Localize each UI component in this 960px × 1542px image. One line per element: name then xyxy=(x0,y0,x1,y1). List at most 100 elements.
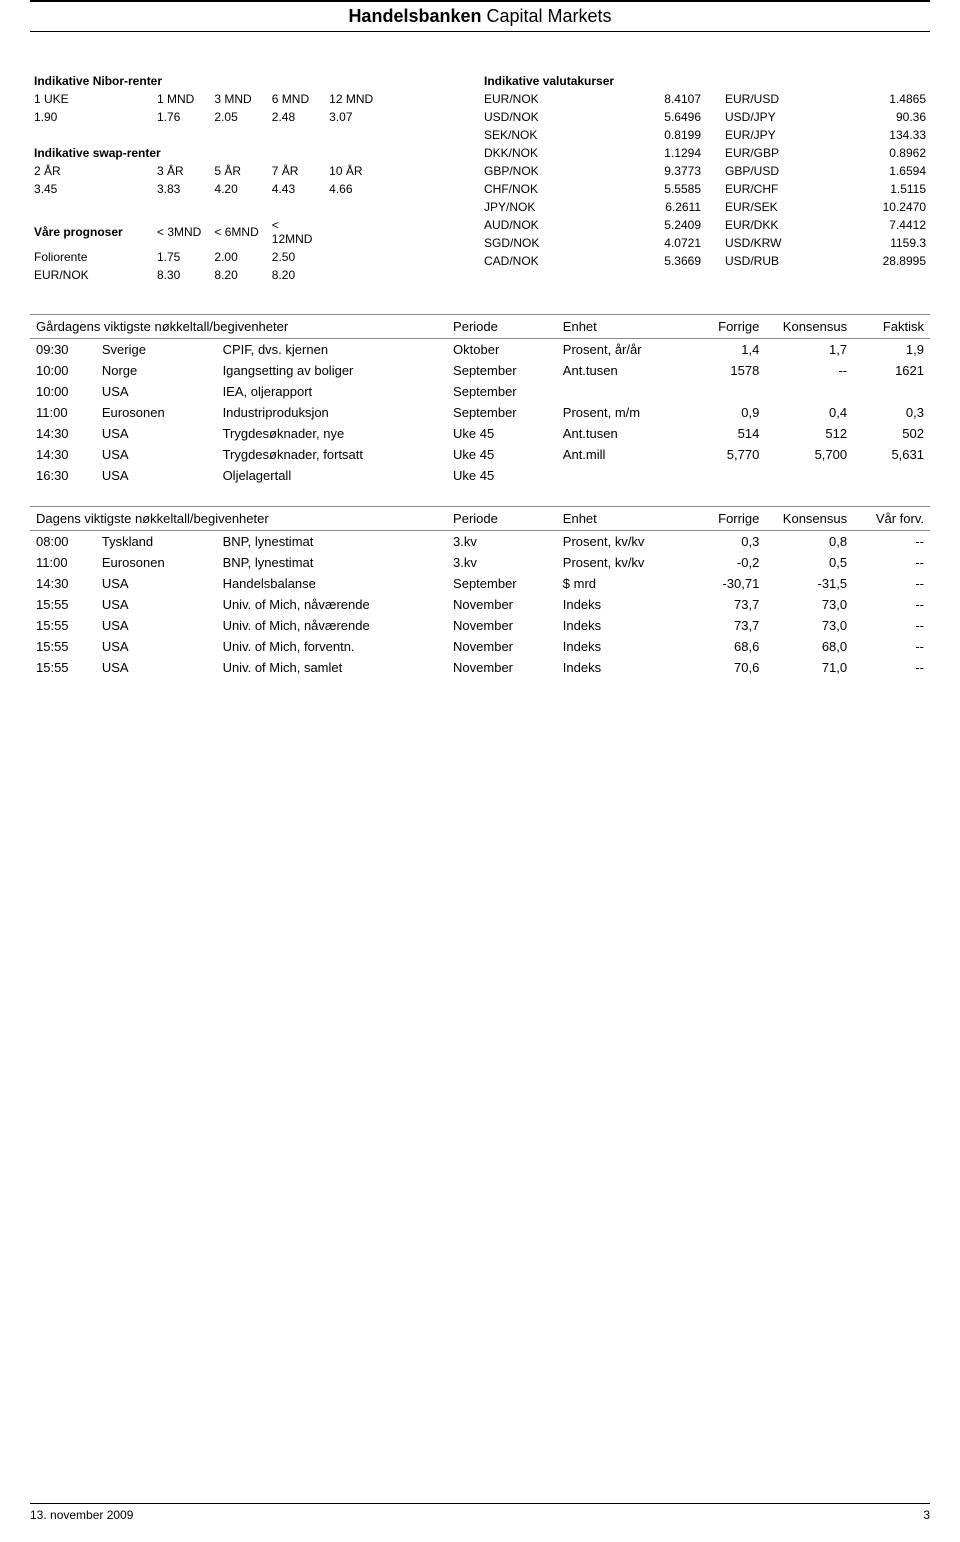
event-cons: 68,0 xyxy=(765,636,853,657)
swap-value-row: 3.45 3.83 4.20 4.43 4.66 xyxy=(30,180,440,198)
event-desc: Trygdesøknader, nye xyxy=(217,423,447,444)
nibor-col: 12 MND xyxy=(325,90,382,108)
nibor-col: 3 MND xyxy=(210,90,267,108)
event-country: USA xyxy=(96,657,217,678)
event-desc: Univ. of Mich, samlet xyxy=(217,657,447,678)
event-period: Uke 45 xyxy=(447,423,557,444)
event-prev: 1578 xyxy=(689,360,766,381)
fx-row: DKK/NOK1.1294EUR/GBP0.8962 xyxy=(480,144,930,162)
event-actual: 0,3 xyxy=(853,402,930,423)
col-enhet: Enhet xyxy=(557,507,689,531)
event-period: November xyxy=(447,615,557,636)
page-footer: 13. november 2009 3 xyxy=(30,1503,930,1522)
event-prev xyxy=(689,381,766,402)
fx-pair: GBP/NOK xyxy=(480,162,593,180)
prognoser-label: EUR/NOK xyxy=(30,266,153,284)
nibor-title: Indikative Nibor-renter xyxy=(30,72,440,90)
event-time: 14:30 xyxy=(30,423,96,444)
event-time: 14:30 xyxy=(30,573,96,594)
swap-col: 2 ÅR xyxy=(30,162,153,180)
event-time: 10:00 xyxy=(30,381,96,402)
nibor-val: 1.90 xyxy=(30,108,153,126)
col-forrige: Forrige xyxy=(689,315,766,339)
prognoser-val: 8.20 xyxy=(268,266,325,284)
event-unit: Prosent, kv/kv xyxy=(557,552,689,573)
event-time: 11:00 xyxy=(30,402,96,423)
event-row: 08:00TysklandBNP, lynestimat3.kvProsent,… xyxy=(30,531,930,553)
nibor-header-row: 1 UKE 1 MND 3 MND 6 MND 12 MND xyxy=(30,90,440,108)
event-desc: Univ. of Mich, forventn. xyxy=(217,636,447,657)
swap-val: 4.66 xyxy=(325,180,382,198)
yesterday-title: Gårdagens viktigste nøkkeltall/begivenhe… xyxy=(30,315,447,339)
event-desc: BNP, lynestimat xyxy=(217,552,447,573)
prognoser-col: < 12MND xyxy=(268,216,325,248)
event-actual: -- xyxy=(853,636,930,657)
event-prev: 1,4 xyxy=(689,339,766,361)
yesterday-header: Gårdagens viktigste nøkkeltall/begivenhe… xyxy=(30,315,930,339)
prognoser-row: Foliorente 1.75 2.00 2.50 xyxy=(30,248,440,266)
event-period: November xyxy=(447,594,557,615)
rates-section: Indikative Nibor-renter 1 UKE 1 MND 3 MN… xyxy=(30,72,930,284)
event-time: 15:55 xyxy=(30,615,96,636)
event-prev: 73,7 xyxy=(689,615,766,636)
event-unit: Ant.mill xyxy=(557,444,689,465)
event-period: September xyxy=(447,360,557,381)
event-actual: -- xyxy=(853,573,930,594)
fx-row: SGD/NOK4.0721USD/KRW1159.3 xyxy=(480,234,930,252)
fx-rate: 90.36 xyxy=(818,108,931,126)
nibor-val: 1.76 xyxy=(153,108,210,126)
event-row: 14:30USATrygdesøknader, fortsattUke 45An… xyxy=(30,444,930,465)
event-time: 10:00 xyxy=(30,360,96,381)
fx-row: USD/NOK5.6496USD/JPY90.36 xyxy=(480,108,930,126)
event-desc: Univ. of Mich, nåværende xyxy=(217,594,447,615)
event-desc: BNP, lynestimat xyxy=(217,531,447,553)
fx-pair: EUR/JPY xyxy=(705,126,818,144)
event-cons: 71,0 xyxy=(765,657,853,678)
fx-rate: 1.4865 xyxy=(818,90,931,108)
event-country: Tyskland xyxy=(96,531,217,553)
nibor-col: 6 MND xyxy=(268,90,325,108)
event-actual: 5,631 xyxy=(853,444,930,465)
event-prev: 68,6 xyxy=(689,636,766,657)
swap-col: 5 ÅR xyxy=(210,162,267,180)
event-period: September xyxy=(447,573,557,594)
fx-pair: USD/RUB xyxy=(705,252,818,270)
event-desc: Univ. of Mich, nåværende xyxy=(217,615,447,636)
event-desc: Oljelagertall xyxy=(217,465,447,486)
event-row: 09:30SverigeCPIF, dvs. kjernenOktoberPro… xyxy=(30,339,930,361)
prognoser-val: 2.50 xyxy=(268,248,325,266)
event-unit xyxy=(557,381,689,402)
fx-pair: USD/KRW xyxy=(705,234,818,252)
event-unit: Prosent, kv/kv xyxy=(557,531,689,553)
event-prev: 73,7 xyxy=(689,594,766,615)
prognoser-title: Våre prognoser xyxy=(30,216,153,248)
event-unit: Ant.tusen xyxy=(557,360,689,381)
footer-date: 13. november 2009 xyxy=(30,1508,133,1522)
col-periode: Periode xyxy=(447,315,557,339)
event-country: USA xyxy=(96,594,217,615)
event-period: Uke 45 xyxy=(447,465,557,486)
fx-pair: AUD/NOK xyxy=(480,216,593,234)
event-cons: 0,5 xyxy=(765,552,853,573)
col-enhet: Enhet xyxy=(557,315,689,339)
event-actual: -- xyxy=(853,657,930,678)
event-prev: -0,2 xyxy=(689,552,766,573)
prognoser-row: EUR/NOK 8.30 8.20 8.20 xyxy=(30,266,440,284)
event-row: 11:00EurosonenBNP, lynestimat3.kvProsent… xyxy=(30,552,930,573)
fx-row: CHF/NOK5.5585EUR/CHF1.5115 xyxy=(480,180,930,198)
event-row: 16:30USAOljelagertallUke 45 xyxy=(30,465,930,486)
fx-pair: SEK/NOK xyxy=(480,126,593,144)
event-country: USA xyxy=(96,444,217,465)
event-cons: 73,0 xyxy=(765,615,853,636)
prognoser-col: < 6MND xyxy=(210,216,267,248)
event-actual: 502 xyxy=(853,423,930,444)
event-time: 14:30 xyxy=(30,444,96,465)
event-cons: 0,4 xyxy=(765,402,853,423)
prognoser-header-row: Våre prognoser < 3MND < 6MND < 12MND xyxy=(30,216,440,248)
fx-row: AUD/NOK5.2409EUR/DKK7.4412 xyxy=(480,216,930,234)
swap-val: 3.45 xyxy=(30,180,153,198)
event-prev xyxy=(689,465,766,486)
nibor-val: 2.05 xyxy=(210,108,267,126)
prognoser-label: Foliorente xyxy=(30,248,153,266)
event-desc: Handelsbalanse xyxy=(217,573,447,594)
